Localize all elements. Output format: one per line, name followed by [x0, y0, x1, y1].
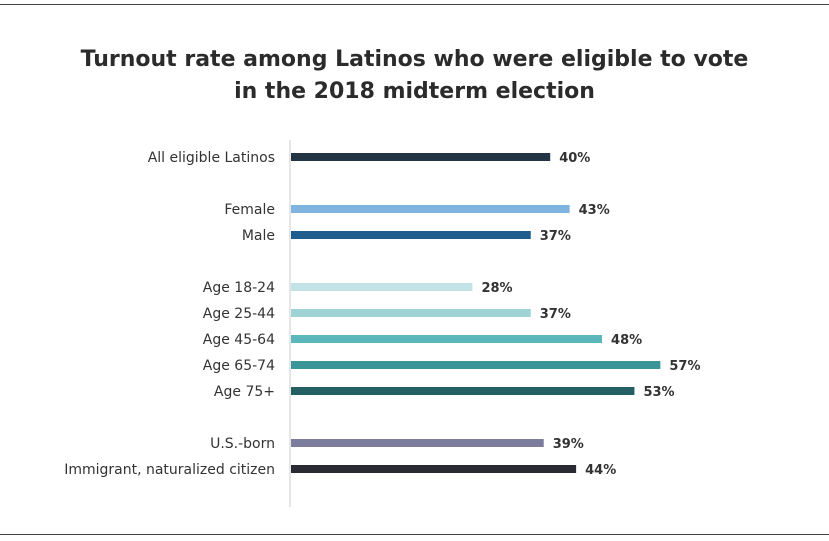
category-label-age-25-44: Age 25-44 — [203, 306, 275, 322]
bar-female — [291, 205, 570, 213]
category-label-age-18-24: Age 18-24 — [203, 280, 275, 296]
value-label-female: 43% — [579, 203, 610, 218]
category-label-male: Male — [242, 228, 275, 244]
bar-male — [291, 231, 531, 239]
bars-group: All eligible Latinos 40% Female 43% Male 37% A… — [64, 150, 700, 478]
bar-age-65-74 — [291, 361, 661, 369]
category-label-age-75: Age 75+ — [214, 384, 275, 400]
value-label-all-eligible-latinos: 40% — [559, 151, 590, 166]
bar-age-75 — [291, 387, 635, 395]
bar-all-eligible-latinos — [291, 153, 551, 161]
category-label-u-s-born: U.S.-born — [210, 436, 275, 452]
chart-title: Turnout rate among Latinos who were elig… — [0, 44, 829, 108]
value-label-age-75: 53% — [643, 385, 674, 400]
top-rule — [0, 4, 829, 5]
value-label-male: 37% — [540, 229, 571, 244]
value-label-u-s-born: 39% — [553, 437, 584, 452]
value-label-age-25-44: 37% — [540, 307, 571, 322]
category-label-age-65-74: Age 65-74 — [203, 358, 275, 374]
category-label-immigrant-naturalized-citizen: Immigrant, naturalized citizen — [64, 462, 275, 478]
value-label-immigrant-naturalized-citizen: 44% — [585, 463, 616, 478]
bar-age-18-24 — [291, 283, 473, 291]
bar-immigrant-naturalized-citizen — [291, 465, 577, 473]
bar-u-s-born — [291, 439, 544, 447]
chart-title-line-2: in the 2018 midterm election — [234, 79, 595, 104]
bar-age-45-64 — [291, 335, 603, 343]
category-label-age-45-64: Age 45-64 — [203, 332, 275, 348]
value-label-age-45-64: 48% — [611, 333, 642, 348]
bar-age-25-44 — [291, 309, 531, 317]
value-label-age-18-24: 28% — [481, 281, 512, 296]
category-label-female: Female — [224, 202, 275, 218]
bottom-rule — [0, 534, 829, 535]
category-label-all-eligible-latinos: All eligible Latinos — [148, 150, 275, 166]
chart-title-line-1: Turnout rate among Latinos who were elig… — [80, 47, 749, 72]
value-label-age-65-74: 57% — [669, 359, 700, 374]
